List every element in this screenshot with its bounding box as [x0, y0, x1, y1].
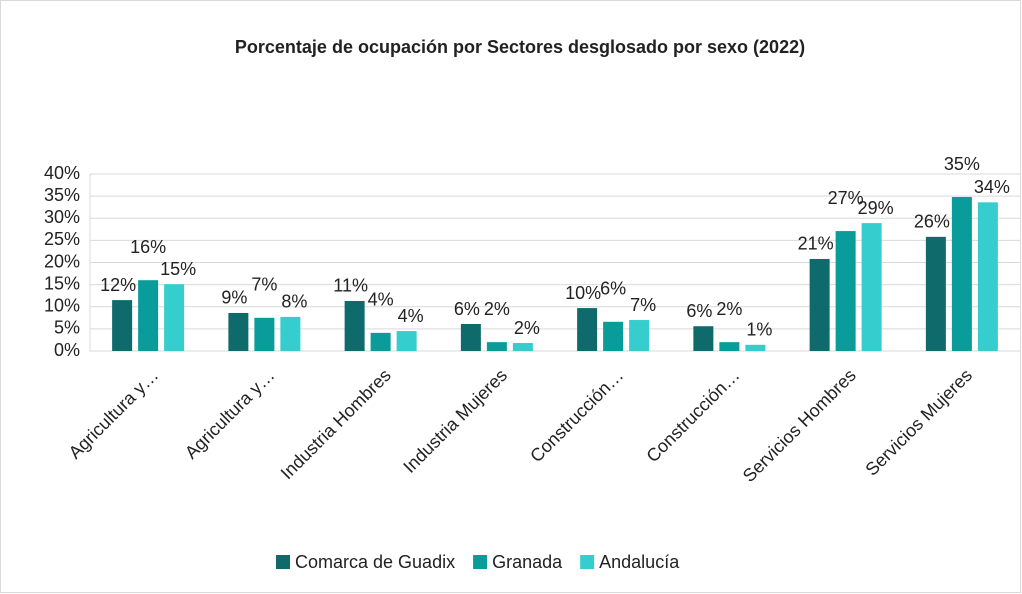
y-tick-label: 25%	[44, 229, 80, 249]
data-label: 4%	[368, 290, 394, 310]
bar	[164, 284, 185, 351]
bar	[629, 320, 650, 351]
data-label: 15%	[160, 259, 196, 279]
bar	[835, 231, 856, 351]
bar	[370, 332, 391, 351]
data-label: 2%	[716, 299, 742, 319]
y-tick-label: 40%	[44, 163, 80, 183]
data-label: 27%	[828, 188, 864, 208]
data-label: 4%	[398, 306, 424, 326]
bar	[228, 312, 249, 351]
bar	[809, 258, 830, 351]
legend-label: Comarca de Guadix	[295, 552, 455, 572]
bar	[280, 316, 301, 351]
bar	[603, 321, 624, 351]
data-label: 6%	[686, 301, 712, 321]
y-tick-label: 5%	[54, 318, 80, 338]
y-tick-label: 15%	[44, 273, 80, 293]
legend-label: Granada	[492, 552, 563, 572]
y-tick-label: 30%	[44, 207, 80, 227]
bar	[138, 280, 159, 351]
data-label: 16%	[130, 237, 166, 257]
bar	[577, 308, 598, 351]
legend-swatch	[580, 555, 595, 569]
data-label: 2%	[514, 318, 540, 338]
data-label: 26%	[914, 212, 950, 232]
bar	[719, 342, 740, 351]
data-label: 10%	[565, 283, 601, 303]
bar	[512, 343, 533, 351]
data-label: 8%	[281, 292, 307, 312]
bar	[460, 324, 481, 351]
chart-title: Porcentaje de ocupación por Sectores des…	[235, 37, 805, 57]
data-label: 11%	[333, 276, 368, 296]
bar	[254, 317, 275, 351]
y-tick-label: 10%	[44, 296, 80, 316]
bar	[745, 344, 766, 351]
data-label: 34%	[974, 177, 1010, 197]
data-label: 29%	[858, 198, 894, 218]
y-tick-label: 35%	[44, 185, 80, 205]
bar	[925, 236, 946, 351]
bar	[344, 300, 365, 351]
bar	[977, 202, 998, 351]
data-label: 9%	[221, 288, 247, 308]
y-tick-label: 20%	[44, 251, 80, 271]
y-tick-label: 0%	[54, 340, 80, 360]
legend-swatch	[276, 555, 290, 569]
data-label: 6%	[454, 299, 480, 319]
bar	[693, 326, 714, 351]
data-label: 6%	[600, 279, 626, 299]
bar	[951, 197, 972, 351]
data-label: 35%	[944, 154, 980, 174]
data-label: 7%	[251, 275, 277, 295]
data-label: 1%	[746, 320, 772, 340]
data-label: 2%	[484, 299, 510, 319]
bar	[486, 342, 507, 351]
data-label: 7%	[630, 295, 656, 315]
data-label: 21%	[798, 234, 834, 254]
legend-label: Andalucía	[599, 552, 680, 572]
bar	[112, 300, 133, 351]
legend-swatch	[473, 555, 488, 569]
bar	[396, 331, 417, 351]
data-label: 12%	[100, 275, 136, 295]
bar	[861, 223, 882, 351]
